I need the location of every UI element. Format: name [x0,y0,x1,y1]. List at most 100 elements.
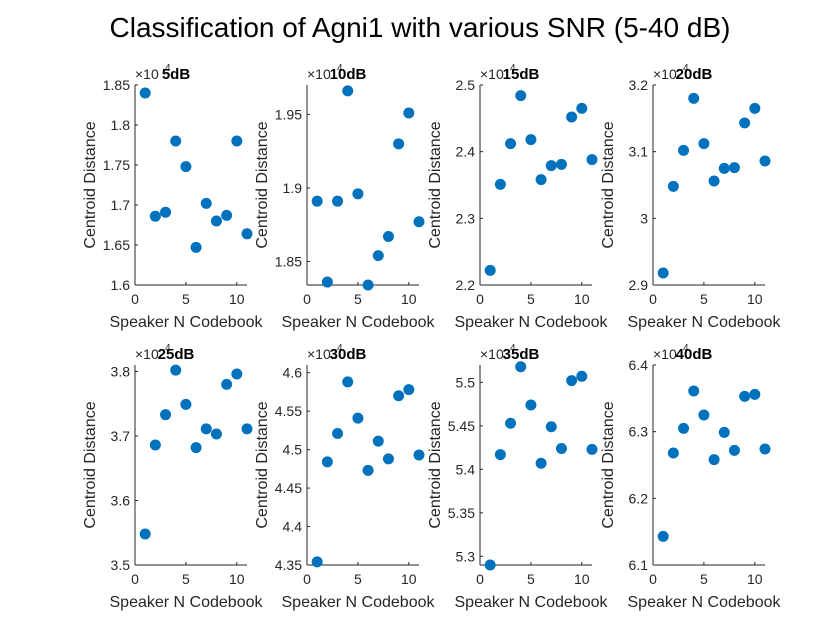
data-point [190,442,202,454]
data-point [505,417,517,429]
y-tick-label: 4.5 [283,442,303,458]
y-exponent-label: ×10 [307,66,331,82]
data-point [586,154,598,166]
y-axis-label: Centroid Distance [600,401,617,528]
data-point [221,378,233,390]
y-tick-label: 1.9 [283,180,303,196]
y-exponent-power: 4 [683,63,689,74]
y-tick-label: 3.7 [111,428,131,444]
data-point [382,453,394,465]
data-point [321,456,333,468]
x-tick-label: 5 [182,291,190,307]
y-tick-label: 1.8 [111,117,131,133]
data-point [139,528,151,540]
x-axis-label: Speaker N Codebook [110,594,264,611]
data-point [180,398,192,410]
data-point [200,423,212,435]
x-tick-label: 10 [574,571,590,587]
x-tick-label: 5 [527,571,535,587]
y-exponent-power: 4 [683,343,689,354]
x-tick-label: 0 [476,571,484,587]
data-point [566,375,578,387]
data-point [566,111,578,123]
data-point [170,135,182,147]
data-point [342,85,354,97]
data-point [718,426,730,438]
y-tick-label: 5.45 [448,418,475,434]
y-tick-label: 1.65 [103,237,130,253]
data-point [332,195,344,207]
x-tick-label: 5 [354,571,362,587]
y-tick-label: 2.3 [456,210,476,226]
data-point [545,160,557,172]
y-tick-label: 4.55 [275,403,302,419]
data-point [525,399,537,411]
y-tick-label: 6.3 [629,424,649,440]
y-tick-label: 5.4 [456,461,476,477]
y-tick-label: 3.2 [629,77,649,93]
y-tick-label: 1.75 [103,157,130,173]
data-point [759,443,771,455]
x-axis-label: Speaker N Codebook [282,594,436,611]
subplot-title: 35dB [503,346,540,363]
data-point [576,370,588,382]
data-point [576,102,588,114]
subplot-title: 15dB [503,66,540,83]
x-tick-label: 0 [303,291,311,307]
data-point [545,421,557,433]
data-point [535,457,547,469]
data-point [403,107,415,119]
x-tick-label: 10 [574,291,590,307]
x-axis-label: Speaker N Codebook [628,594,782,611]
data-point [535,174,547,186]
data-point [698,138,710,150]
x-tick-label: 0 [649,571,657,587]
x-tick-label: 0 [131,291,139,307]
data-point [372,435,384,447]
x-tick-label: 5 [527,291,535,307]
x-tick-label: 5 [182,571,190,587]
y-tick-label: 1.7 [111,197,131,213]
data-point [688,92,700,104]
data-point [210,215,222,227]
data-point [352,412,364,424]
y-exponent-power: 4 [337,343,343,354]
y-exponent-label: ×10 [480,66,504,82]
x-tick-label: 0 [131,571,139,587]
subplot-title: 5dB [162,66,191,83]
y-exponent-power: 4 [165,63,171,74]
y-tick-label: 5.35 [448,505,475,521]
x-tick-label: 10 [747,571,763,587]
y-exponent-label: ×10 [653,66,677,82]
data-point [362,279,374,291]
data-point [494,449,506,461]
data-point [321,276,333,288]
y-tick-label: 2.5 [456,77,476,93]
data-point [160,206,172,218]
x-tick-label: 0 [476,291,484,307]
data-point [393,138,405,150]
y-axis-label: Centroid Distance [254,401,271,528]
data-point [667,180,679,192]
y-tick-label: 3 [640,210,648,226]
x-axis-label: Speaker N Codebook [455,314,609,331]
y-tick-label: 3.1 [629,144,649,160]
y-tick-label: 2.4 [456,144,476,160]
y-tick-label: 1.95 [275,106,302,122]
data-point [515,361,527,373]
y-tick-label: 2.9 [629,277,649,293]
y-tick-label: 3.5 [111,557,131,573]
data-point [505,138,517,150]
data-point [739,390,751,402]
x-tick-label: 10 [229,291,245,307]
y-exponent-label: ×10 [307,346,331,362]
y-tick-label: 1.6 [111,277,131,293]
data-point [413,216,425,228]
y-tick-label: 3.8 [111,363,131,379]
